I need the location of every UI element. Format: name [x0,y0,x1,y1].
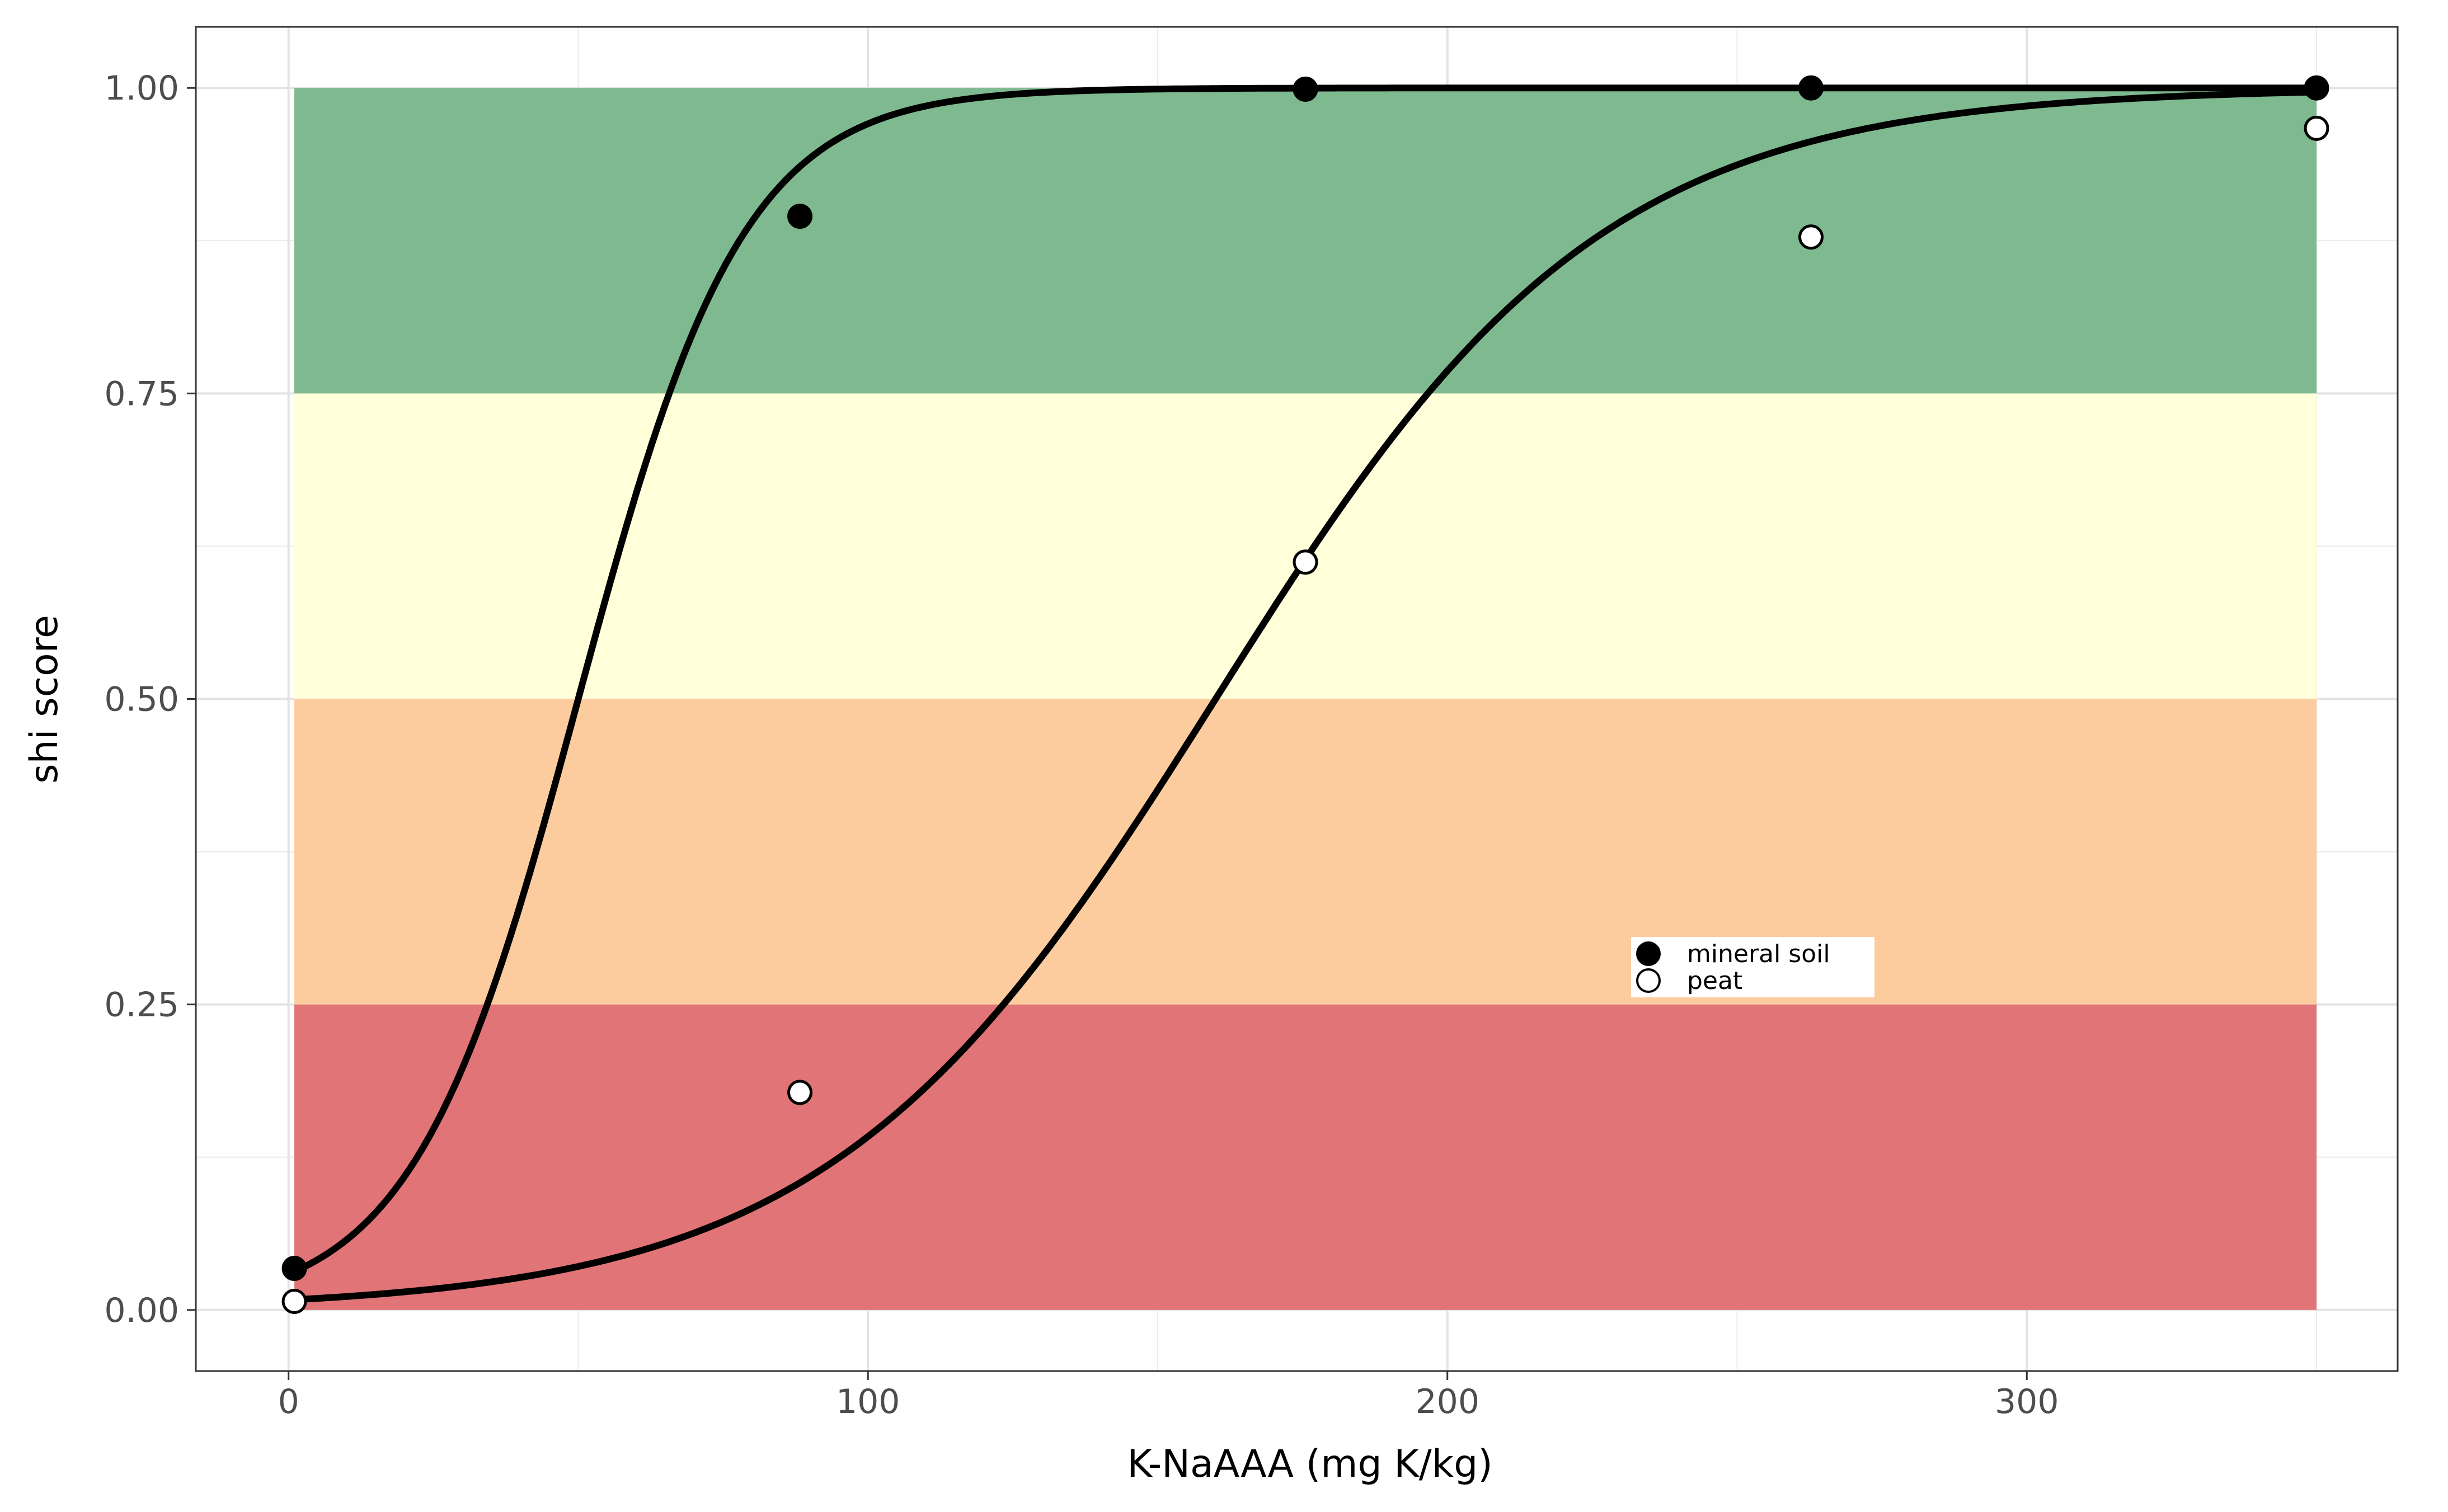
legend-label-peat: peat [1687,967,1742,995]
point-peat [1293,549,1318,575]
score-band-3 [294,393,2317,699]
y-tick-label: 1.00 [104,69,179,108]
y-tick-label: 0.00 [104,1291,179,1330]
y-tick-label: 0.75 [104,374,179,413]
x-tick-label: 0 [278,1382,299,1421]
score-band-2 [294,699,2317,1005]
y-tick-label: 0.50 [104,680,179,719]
point-peat [787,1080,813,1105]
data-points [281,75,2329,1314]
legend-background [1631,937,1874,997]
point-peat [1798,224,1824,250]
point-mineral-soil [1293,76,1318,102]
point-mineral-soil [1798,75,1824,101]
y-tick-label: 0.25 [104,986,179,1025]
point-mineral-soil [787,204,813,229]
score-bands [294,88,2317,1310]
point-peat [281,1288,307,1314]
legend-key-mineral-soil [1636,941,1661,966]
point-mineral-soil [2304,75,2329,101]
x-tick-label: 300 [1995,1382,2059,1421]
score-band-4 [294,88,2317,394]
point-peat [2304,115,2329,141]
x-tick-label: 200 [1415,1382,1479,1421]
x-tick-label: 100 [836,1382,900,1421]
legend-key-peat [1636,968,1661,993]
legend: mineral soil peat [1631,937,1874,997]
y-axis-title: shi score [22,615,67,784]
score-band-1 [294,1004,2317,1310]
legend-label-mineral-soil: mineral soil [1687,940,1830,968]
point-mineral-soil [281,1255,307,1281]
x-axis-title: K-NaAAA (mg K/kg) [1127,1442,1493,1486]
axes: 0 100 200 300 0.00 0.25 0.50 0.75 1.00 [104,69,2059,1421]
